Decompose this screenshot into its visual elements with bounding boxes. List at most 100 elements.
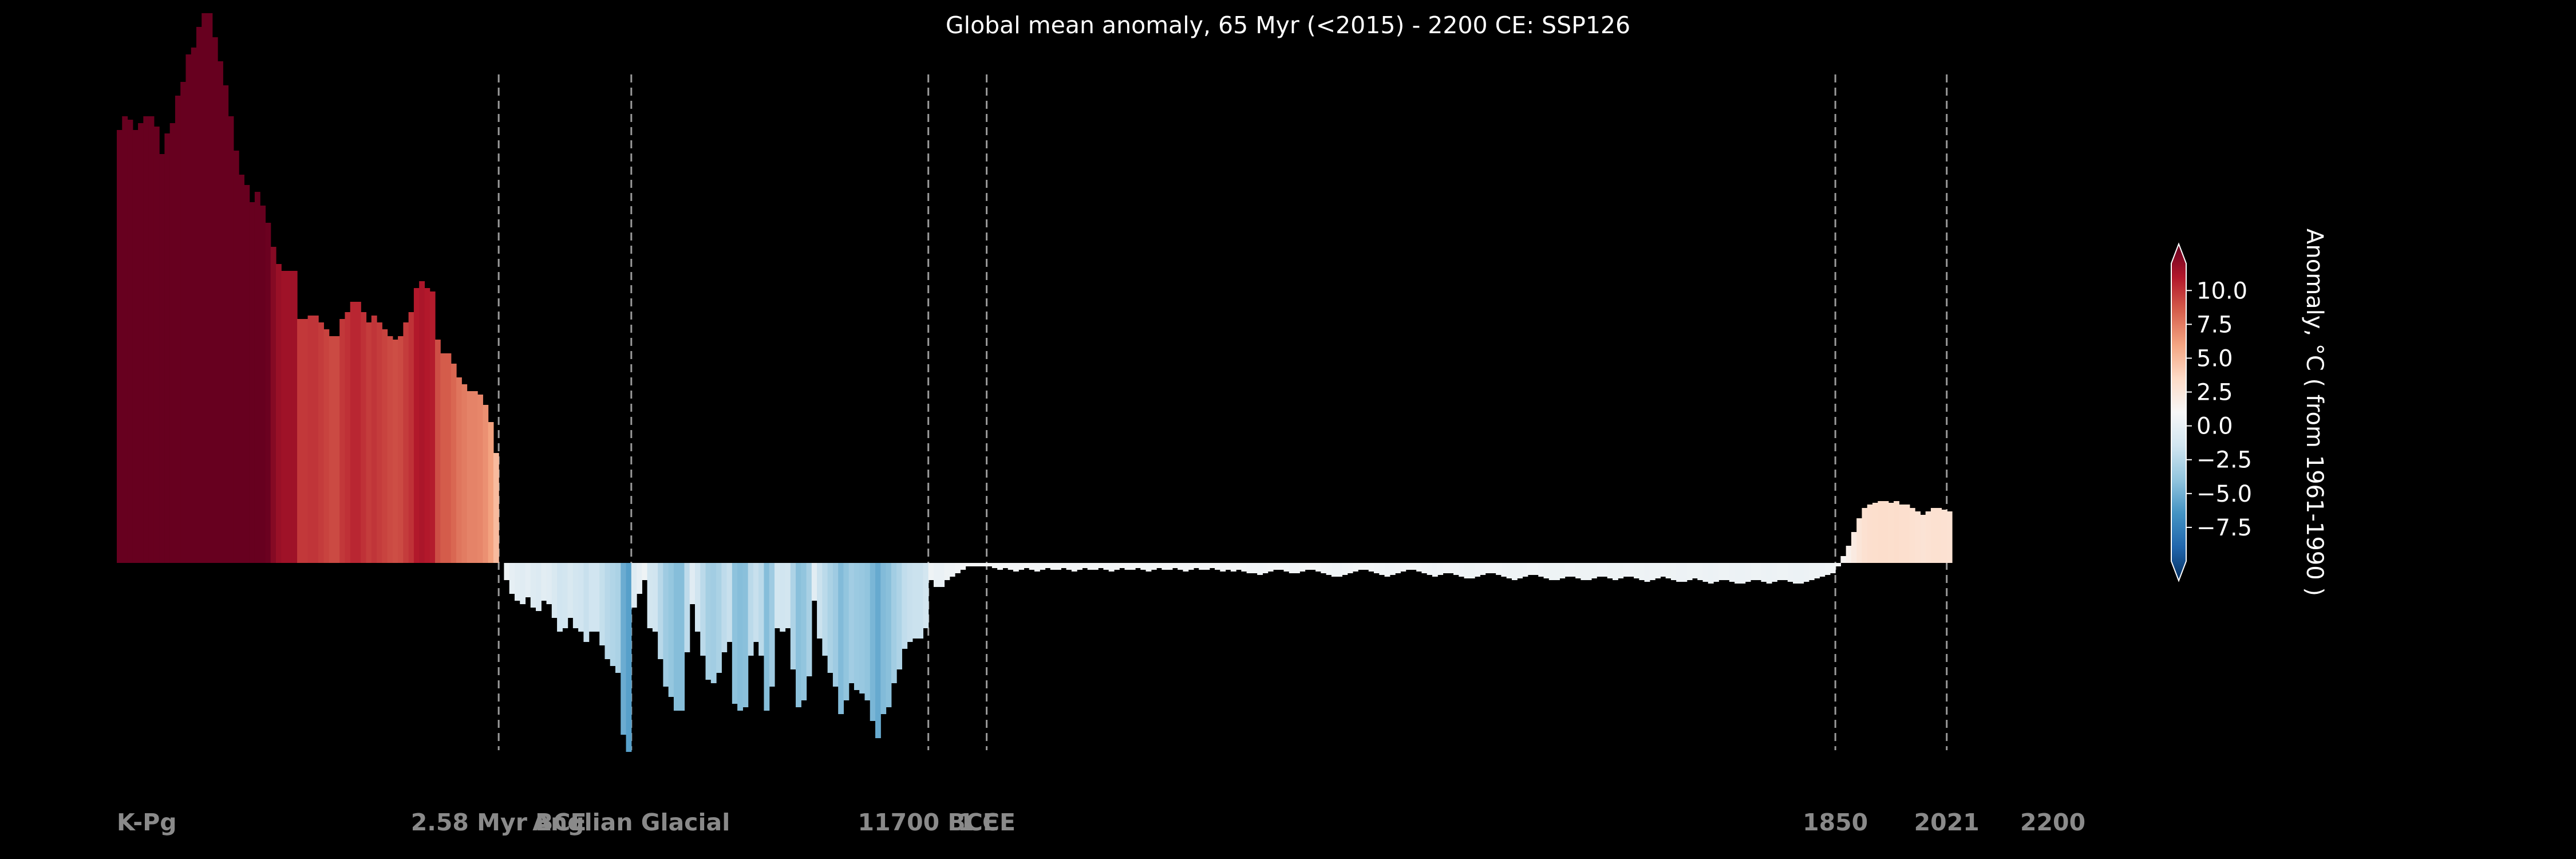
bar xyxy=(551,563,558,618)
bar xyxy=(1029,563,1035,570)
bar xyxy=(1618,563,1624,578)
bar xyxy=(1835,563,1842,566)
bar xyxy=(1883,501,1889,563)
bar xyxy=(1183,563,1189,572)
bar xyxy=(774,563,780,628)
bar xyxy=(907,563,913,642)
bar xyxy=(334,336,340,563)
bar xyxy=(1740,563,1746,584)
bar xyxy=(1342,563,1348,575)
bar xyxy=(1745,563,1751,582)
bar xyxy=(1400,563,1406,572)
bar xyxy=(1735,563,1740,584)
bar xyxy=(663,563,669,687)
bar xyxy=(350,302,356,563)
bar xyxy=(148,116,155,563)
bar xyxy=(1782,563,1788,580)
bar xyxy=(1374,563,1380,573)
bar xyxy=(1697,563,1704,580)
bar xyxy=(1421,563,1428,573)
bar xyxy=(572,563,579,628)
colorbar: 10.0 7.5 5.0 2.5 0.0 −2.5 −5.0 −7.5 Anomaly, °C… xyxy=(2171,228,2328,596)
bar xyxy=(377,322,382,563)
bar xyxy=(451,364,457,563)
bar xyxy=(514,563,520,601)
bar xyxy=(1151,563,1157,570)
bar xyxy=(864,563,871,700)
bar xyxy=(1188,563,1194,570)
bar xyxy=(1273,563,1279,570)
bar xyxy=(1702,563,1709,582)
bar xyxy=(827,563,833,673)
colorbar-tick-label: 7.5 xyxy=(2196,312,2233,338)
chart-title: Global mean anomaly, 65 Myr (<2015) - 22… xyxy=(946,11,1630,39)
bar xyxy=(838,563,844,714)
bar xyxy=(132,130,139,563)
bar xyxy=(764,563,770,711)
bar xyxy=(281,271,287,563)
bar xyxy=(748,563,754,656)
bar xyxy=(275,264,282,563)
bar xyxy=(1135,563,1141,568)
bar xyxy=(1548,563,1555,580)
bar xyxy=(1167,563,1173,570)
bar xyxy=(1803,563,1809,582)
bar xyxy=(1506,563,1512,578)
bar xyxy=(1416,563,1423,572)
colorbar-tick-label: 0.0 xyxy=(2196,413,2233,440)
bar xyxy=(1129,563,1136,570)
bar xyxy=(1034,563,1040,572)
bar xyxy=(652,563,658,632)
bar xyxy=(780,563,786,632)
bar xyxy=(1289,563,1295,573)
bar xyxy=(1909,508,1915,563)
bar xyxy=(1071,563,1077,572)
bar xyxy=(419,281,425,563)
bar xyxy=(1862,508,1868,563)
bar xyxy=(1156,563,1162,568)
bar xyxy=(1538,563,1544,577)
bar xyxy=(583,563,590,642)
bar xyxy=(981,563,987,566)
bar xyxy=(1899,505,1905,563)
bar xyxy=(1777,563,1783,580)
bar xyxy=(1326,563,1332,575)
bar xyxy=(970,563,977,566)
bar xyxy=(525,563,531,597)
bar xyxy=(1920,515,1926,563)
bar xyxy=(1649,563,1656,580)
bar xyxy=(960,563,966,570)
bar xyxy=(536,563,542,611)
bar xyxy=(191,48,197,563)
bar xyxy=(822,563,828,656)
bar xyxy=(1766,563,1772,584)
bar xyxy=(694,563,701,632)
bar xyxy=(1554,563,1560,580)
bar xyxy=(1824,563,1831,575)
bar xyxy=(196,27,202,563)
bar xyxy=(949,563,955,577)
bar xyxy=(546,563,552,604)
bar xyxy=(1061,563,1067,568)
bar xyxy=(1718,563,1725,580)
bar xyxy=(1013,563,1019,572)
bar xyxy=(1904,505,1910,563)
bar xyxy=(647,563,653,628)
bar xyxy=(848,563,855,683)
bar xyxy=(1395,563,1401,573)
bar xyxy=(472,391,478,563)
bar xyxy=(1511,563,1518,580)
bar xyxy=(1490,563,1496,573)
bar xyxy=(939,563,945,587)
era-label: 1 CE xyxy=(958,809,1016,836)
bar xyxy=(1347,563,1353,573)
bar xyxy=(345,312,351,563)
era-label: 2021 xyxy=(1914,809,1980,836)
bar xyxy=(1331,563,1337,577)
bar xyxy=(1946,511,1953,563)
bar xyxy=(207,13,213,563)
bar xyxy=(1665,563,1672,578)
bar xyxy=(1692,563,1698,578)
bar xyxy=(530,563,536,608)
bar xyxy=(1713,563,1719,582)
